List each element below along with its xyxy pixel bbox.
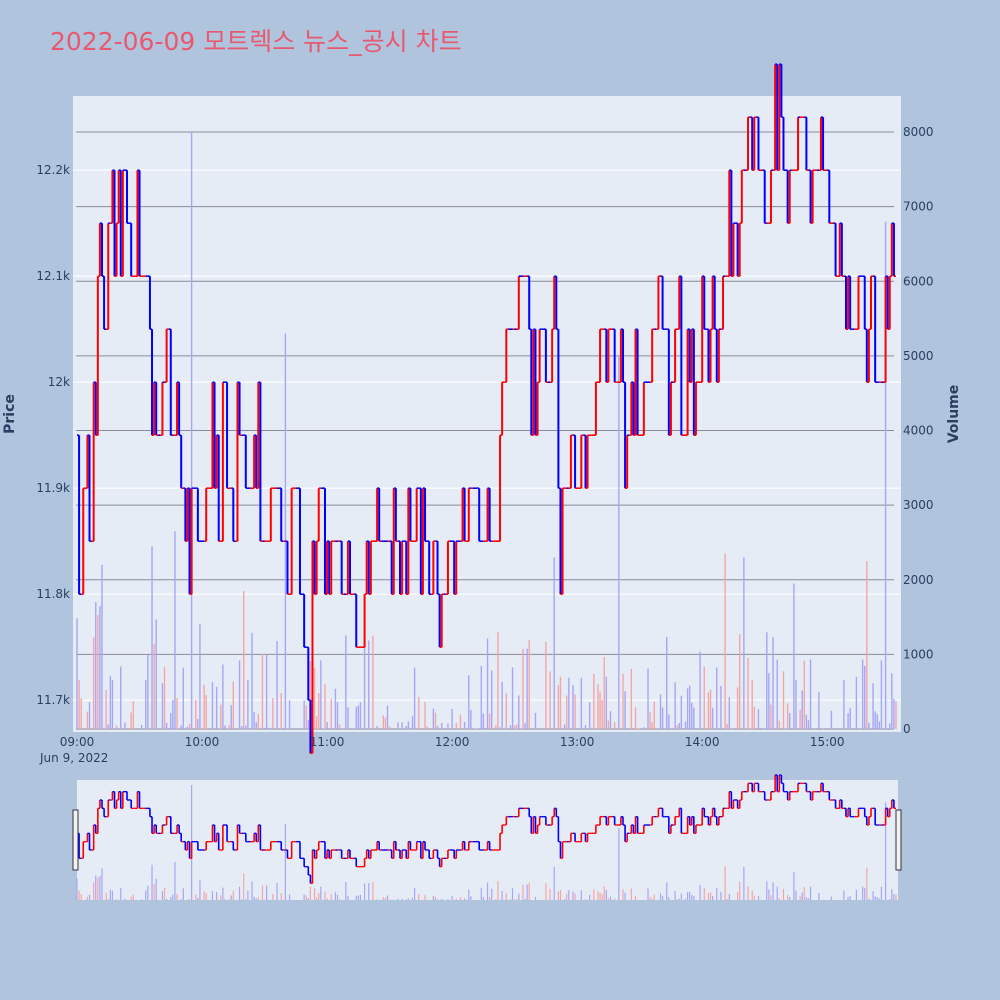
volume-tick-label: 8000	[903, 125, 934, 139]
time-tick-label: 12:00	[435, 735, 470, 749]
y-axis-title: Price	[2, 394, 18, 434]
y2-axis-title: Volume	[946, 385, 962, 444]
volume-tick-label: 7000	[903, 200, 934, 214]
volume-tick-label: 6000	[903, 274, 934, 288]
time-tick-label: 15:00	[810, 735, 845, 749]
time-tick-label: 09:00	[60, 735, 95, 749]
time-axis-ticks: 09:00 10:00 11:00 12:00 13:00 14:00 15:00	[60, 735, 845, 749]
volume-tick-label: 0	[903, 722, 911, 736]
date-label: Jun 9, 2022	[39, 751, 108, 765]
price-tick-label: 11.7k	[36, 693, 70, 707]
price-tick-label: 12k	[48, 375, 70, 389]
range-slider-price	[77, 774, 896, 885]
price-tick-label: 12.2k	[36, 163, 70, 177]
volume-tick-label: 4000	[903, 424, 934, 438]
range-slider-left-handle[interactable]	[72, 809, 79, 871]
price-axis-ticks: 11.7k 11.8k 11.9k 12k 12.1k 12.2k	[36, 163, 70, 707]
time-tick-label: 14:00	[685, 735, 720, 749]
volume-tick-label: 5000	[903, 349, 934, 363]
volume-tick-label: 1000	[903, 647, 934, 661]
volume-bars	[76, 132, 897, 729]
volume-axis-ticks: 0 1000 2000 3000 4000 5000 6000 7000 8000	[903, 125, 934, 736]
main-plot-area	[73, 96, 901, 732]
volume-tick-label: 3000	[903, 498, 934, 512]
volume-tick-label: 2000	[903, 573, 934, 587]
range-slider-volume	[76, 785, 897, 900]
time-tick-label: 13:00	[560, 735, 595, 749]
price-line	[77, 63, 896, 755]
price-tick-label: 11.8k	[36, 587, 70, 601]
time-tick-label: 11:00	[310, 735, 345, 749]
price-tick-label: 11.9k	[36, 481, 70, 495]
time-tick-label: 10:00	[185, 735, 220, 749]
range-slider-right-handle[interactable]	[895, 809, 902, 871]
chart-title: 2022-06-09 모트렉스 뉴스_공시 차트	[50, 27, 462, 56]
price-tick-label: 12.1k	[36, 269, 70, 283]
